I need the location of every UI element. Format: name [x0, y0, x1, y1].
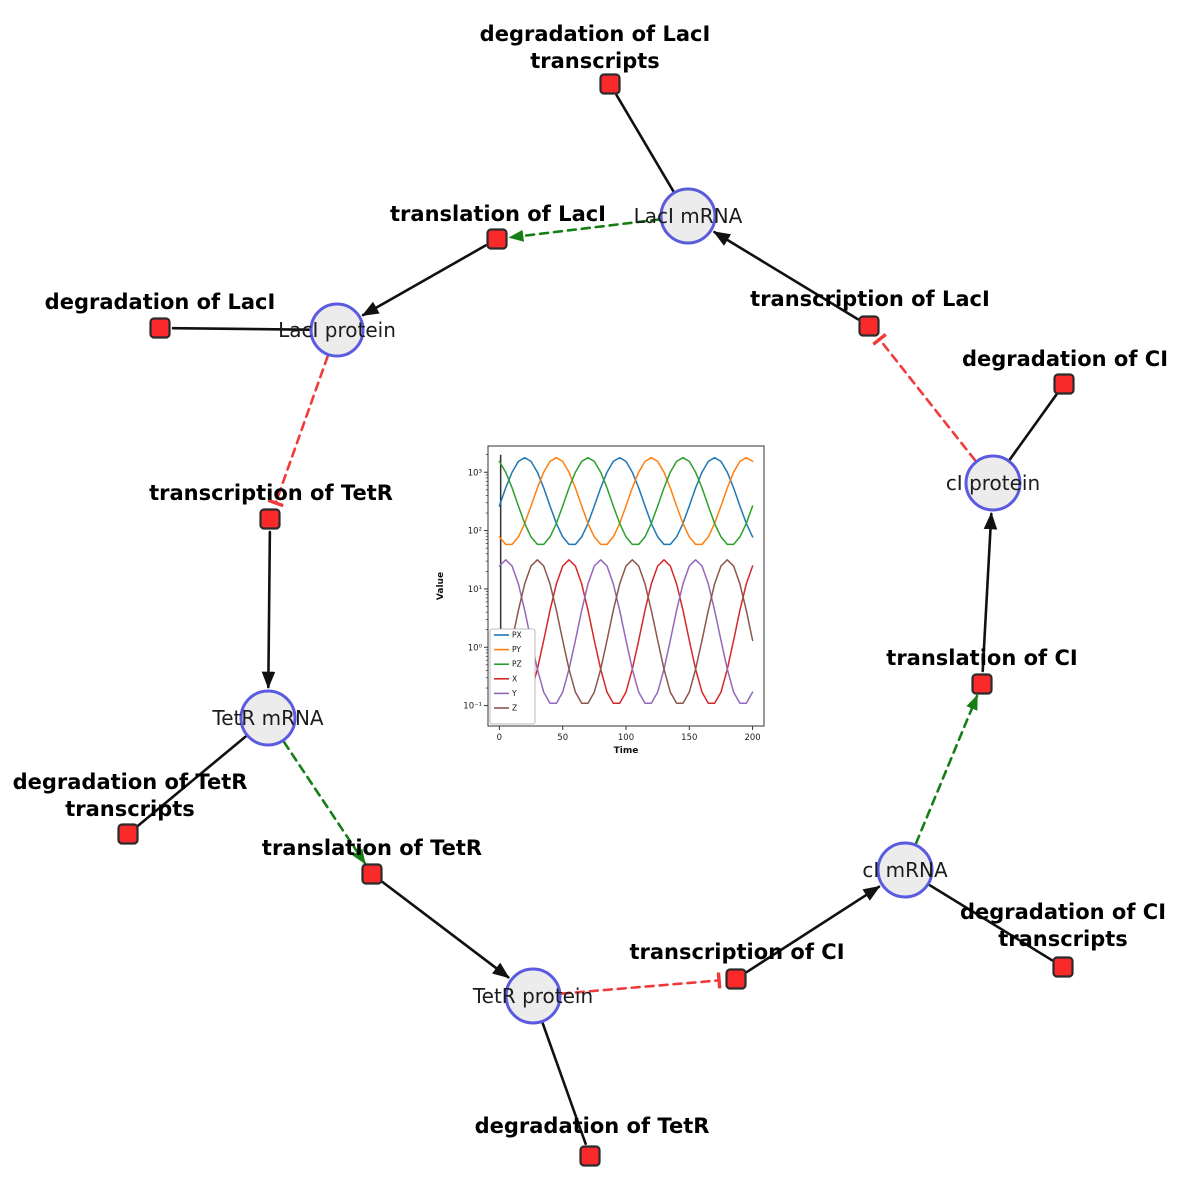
edge-inhibition-laci_protein-to-transc_tetr [267, 355, 329, 508]
edge-production-transl_tetr-to-tetr_protein [381, 880, 510, 979]
reaction-label-transc_ci: transcription of CI [629, 940, 844, 964]
reaction-label-transl_ci: translation of CI [886, 646, 1077, 670]
edge-production-transc_ci-to-ci_mrna [745, 885, 881, 974]
edge-inhibition-tetr_protein-to-transc_ci [560, 972, 722, 995]
species-node-laci_protein[interactable] [309, 302, 365, 358]
reaction-node-deg_laci_tx[interactable] [599, 73, 621, 95]
edge-consumption-ci_mrna-to-deg_ci_tx [928, 883, 1054, 962]
species-node-laci_mrna[interactable] [659, 187, 717, 245]
edge-modifier-ci_mrna-to-transl_ci [914, 694, 979, 845]
edge-production-transc_laci-to-laci_mrna [713, 230, 860, 321]
reaction-node-deg_tetr_tx[interactable] [117, 823, 139, 845]
x-tick-label: 0 [497, 733, 502, 743]
series-PZ [498, 456, 754, 546]
x-axis-label: Time [614, 746, 639, 756]
reaction-label-deg_laci_tx-line1: degradation of LacI [480, 22, 711, 46]
reaction-node-transl_laci[interactable] [486, 228, 508, 250]
reaction-node-transl_tetr[interactable] [361, 863, 383, 885]
edges-layer [136, 93, 1058, 1146]
reaction-node-transc_tetr[interactable] [259, 508, 281, 530]
species-label-laci_mrna: LacI mRNA [634, 204, 743, 228]
edge-production-transc_tetr-to-tetr_mrna [261, 530, 276, 689]
series-PY [498, 456, 754, 546]
edge-consumption-tetr_protein-to-deg_tetr [541, 1022, 587, 1146]
species-node-tetr_protein[interactable] [504, 967, 562, 1025]
legend-item-PZ: PZ [494, 660, 522, 669]
legend-label: Z [512, 704, 517, 713]
reaction-label-transl_tetr: translation of TetR [262, 836, 482, 860]
edge-modifier-tetr_mrna-to-transl_tetr [282, 740, 367, 865]
reaction-node-deg_ci[interactable] [1053, 373, 1075, 395]
reaction-node-transc_ci[interactable] [725, 968, 747, 990]
legend-item-PX: PX [494, 631, 522, 640]
edge-consumption-laci_mrna-to-deg_laci_tx [615, 93, 675, 193]
nodes-layer [117, 73, 1075, 1167]
reaction-label-transc_laci: transcription of LacI [750, 287, 990, 311]
reaction-label-transc_tetr: transcription of TetR [149, 481, 393, 505]
legend-item-Y: Y [494, 689, 517, 698]
species-label-ci_mrna: cI mRNA [862, 858, 948, 882]
series-PX [498, 456, 754, 546]
legend-item-Z: Z [494, 704, 517, 713]
y-tick-label: 10⁰ [468, 643, 483, 653]
y-tick-label: 10⁻¹ [463, 702, 482, 712]
edge-production-transl_ci-to-ci_protein [981, 512, 998, 673]
legend-label: PX [512, 631, 522, 640]
species-label-laci_protein: LacI protein [278, 318, 396, 342]
legend-label: X [512, 674, 517, 683]
species-node-ci_mrna[interactable] [876, 841, 934, 899]
reaction-label-deg_ci_tx-line2: transcripts [998, 927, 1128, 951]
reaction-label-transl_laci: translation of LacI [390, 202, 606, 226]
reaction-label-deg_tetr_tx-line2: transcripts [65, 797, 195, 821]
edge-modifier-laci_mrna-to-transl_laci [508, 218, 661, 242]
legend-label: PZ [512, 660, 522, 669]
reaction-node-deg_laci[interactable] [149, 317, 171, 339]
reaction-node-deg_tetr[interactable] [579, 1145, 601, 1167]
reaction-label-deg_laci: degradation of LacI [45, 290, 276, 314]
legend: PX PY PZ XYZ [489, 628, 536, 725]
series-Y [498, 559, 754, 704]
series-X [498, 559, 754, 704]
edge-consumption-tetr_mrna-to-deg_tetr_tx [136, 735, 247, 828]
y-tick-label: 10³ [468, 468, 482, 478]
legend-item-X: X [494, 674, 517, 683]
species-label-ci_protein: cI protein [946, 471, 1040, 495]
species-label-tetr_mrna: TetR mRNA [211, 706, 324, 730]
series-Z [498, 559, 754, 704]
reaction-label-deg_ci: degradation of CI [962, 347, 1168, 371]
species-node-tetr_mrna[interactable] [239, 689, 297, 747]
legend-item-PY: PY [494, 645, 521, 654]
species-label-tetr_protein: TetR protein [472, 984, 593, 1008]
y-axis-label: Value [436, 572, 446, 600]
y-tick-label: 10² [468, 527, 482, 537]
reaction-label-deg_tetr: degradation of TetR [475, 1114, 710, 1138]
labels-layer: degradation of LacI transcripts translatio… [13, 22, 1168, 1138]
legend-label: PY [512, 645, 521, 654]
legend-box [489, 628, 536, 725]
reaction-node-deg_ci_tx[interactable] [1052, 956, 1074, 978]
x-tick-label: 100 [618, 733, 634, 743]
plot-background [430, 436, 778, 768]
edge-production-transl_laci-to-laci_protein [361, 244, 487, 317]
reaction-label-deg_ci_tx-line1: degradation of CI [960, 900, 1166, 924]
species-node-ci_protein[interactable] [964, 454, 1022, 512]
reaction-node-transl_ci[interactable] [971, 673, 993, 695]
edge-consumption-ci_protein-to-deg_ci [1008, 393, 1058, 461]
x-tick-label: 200 [744, 733, 760, 743]
legend-label: Y [511, 689, 517, 698]
x-tick-label: 50 [557, 733, 568, 743]
edge-consumption-laci_protein-to-deg_laci [171, 326, 311, 331]
reaction-node-transc_laci[interactable] [858, 315, 880, 337]
edge-inhibition-ci_protein-to-transc_laci [872, 333, 977, 462]
reaction-label-deg_laci_tx-line2: transcripts [530, 49, 660, 73]
reaction-label-deg_tetr_tx-line1: degradation of TetR [13, 770, 248, 794]
y-tick-label: 10¹ [468, 585, 482, 595]
x-tick-label: 150 [681, 733, 697, 743]
